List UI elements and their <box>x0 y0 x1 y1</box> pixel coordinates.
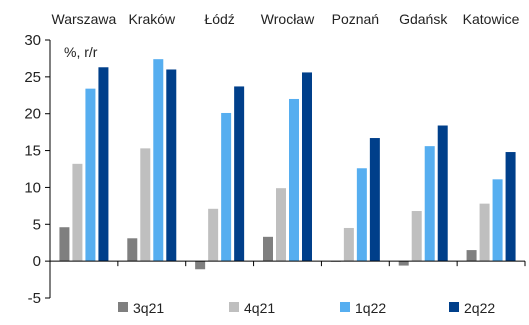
x-axis <box>49 260 526 267</box>
bar-3q21-3 <box>263 236 273 262</box>
category-label: Wrocław <box>261 11 315 27</box>
bar-2q22-5 <box>437 125 448 262</box>
category-label: Kraków <box>128 11 176 27</box>
bar-4q21-6 <box>479 203 490 262</box>
y-tick-label: 30 <box>24 32 41 49</box>
y-tick-label: 0 <box>33 253 41 270</box>
bar-1q22-4 <box>356 168 367 262</box>
bar-4q21-4 <box>343 227 354 262</box>
category-label: Warszawa <box>52 11 117 27</box>
y-tick-label: -5 <box>28 290 41 307</box>
bar-3q21-6 <box>466 250 477 262</box>
bar-1q22-3 <box>289 98 299 262</box>
y-tick-label: 10 <box>24 179 41 196</box>
legend-swatch-4q21 <box>229 302 239 312</box>
y-tick-label: 15 <box>24 143 41 160</box>
category-label: Katowice <box>463 11 520 27</box>
bar-3q21-0 <box>59 227 70 262</box>
bar-1q22-6 <box>492 179 503 262</box>
bar-2q22-4 <box>369 138 380 262</box>
legend: 3q21 4q21 1q22 2q22 <box>118 300 495 316</box>
bar-2q22-3 <box>302 72 312 262</box>
bar-2q22-6 <box>505 152 516 262</box>
bars <box>59 59 516 270</box>
bar-4q21-1 <box>140 148 151 262</box>
legend-label: 1q22 <box>355 300 386 316</box>
category-label: Gdańsk <box>399 11 448 27</box>
bar-1q22-0 <box>85 88 96 262</box>
y-tick-label: 25 <box>24 69 41 86</box>
legend-swatch-1q22 <box>340 302 350 312</box>
legend-swatch-3q21 <box>118 302 128 312</box>
bar-3q21-1 <box>127 238 138 262</box>
category-labels: Warszawa Kraków Łódź Wrocław Poznań Gdańsk Kat… <box>52 11 520 27</box>
bar-3q21-5 <box>398 261 409 266</box>
y-tick-label: 5 <box>33 216 41 233</box>
bar-1q22-5 <box>424 146 435 262</box>
bar-2q22-1 <box>166 69 177 262</box>
y-axis: -5 0 5 10 15 20 25 30 <box>24 32 51 307</box>
legend-label: 2q22 <box>464 300 495 316</box>
bar-3q21-2 <box>195 261 206 270</box>
bar-4q21-2 <box>208 208 219 262</box>
category-label: Poznań <box>332 11 379 27</box>
bar-4q21-5 <box>411 211 422 262</box>
bar-1q22-2 <box>221 112 232 262</box>
legend-swatch-2q22 <box>449 302 459 312</box>
bar-4q21-0 <box>72 163 83 262</box>
bar-2q22-2 <box>234 86 245 262</box>
y-tick-label: 20 <box>24 106 41 123</box>
unit-label: %, r/r <box>64 44 98 60</box>
bar-1q22-1 <box>153 59 164 262</box>
bar-4q21-3 <box>276 188 286 262</box>
legend-label: 4q21 <box>244 300 275 316</box>
bar-2q22-0 <box>98 67 109 262</box>
category-label: Łódź <box>204 11 234 27</box>
legend-label: 3q21 <box>133 300 164 316</box>
